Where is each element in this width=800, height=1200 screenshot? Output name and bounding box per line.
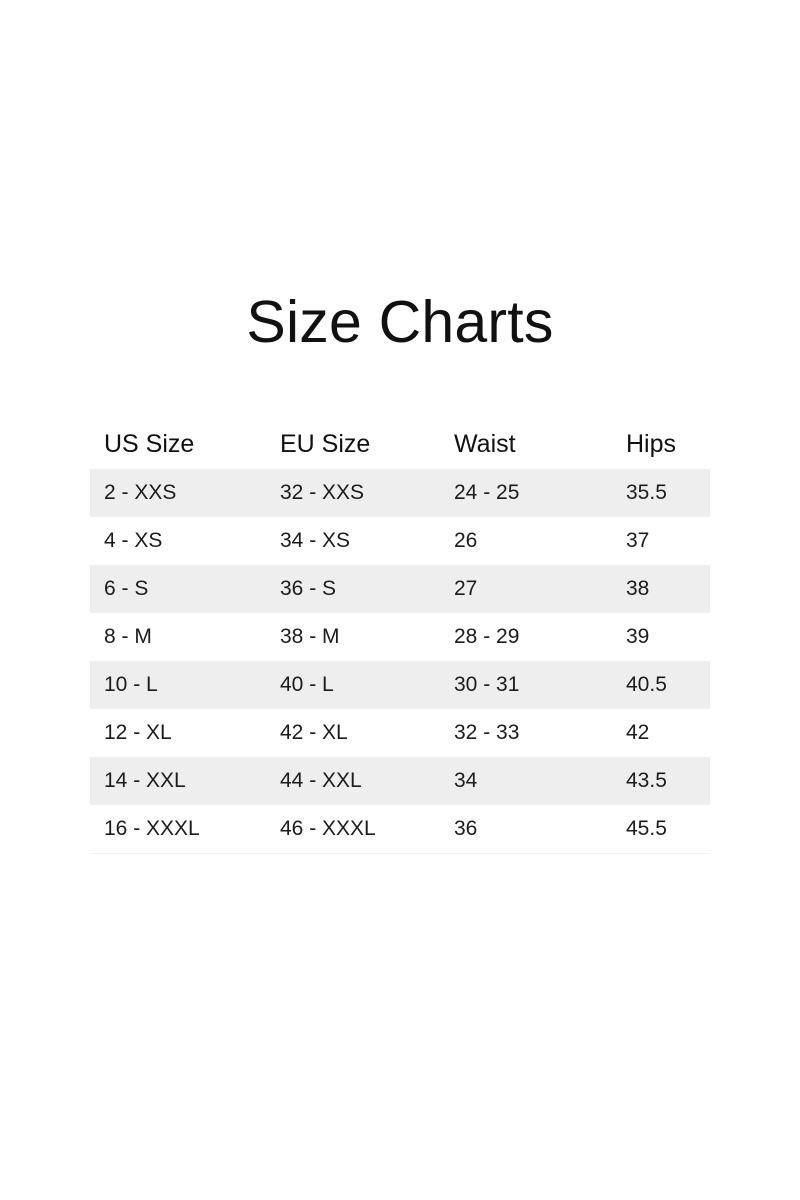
cell-eu-size: 42 - XL [266, 709, 440, 757]
column-header-eu-size: EU Size [266, 420, 440, 469]
cell-waist: 36 [440, 805, 612, 854]
cell-hips: 40.5 [612, 661, 710, 709]
cell-waist: 34 [440, 757, 612, 805]
table-row: 6 - S 36 - S 27 38 [90, 565, 710, 613]
table-row: 14 - XXL 44 - XXL 34 43.5 [90, 757, 710, 805]
cell-eu-size: 36 - S [266, 565, 440, 613]
cell-waist: 24 - 25 [440, 469, 612, 517]
cell-hips: 37 [612, 517, 710, 565]
column-header-waist: Waist [440, 420, 612, 469]
table-header-row: US Size EU Size Waist Hips [90, 420, 710, 469]
table-row: 8 - M 38 - M 28 - 29 39 [90, 613, 710, 661]
cell-waist: 27 [440, 565, 612, 613]
cell-us-size: 16 - XXXL [90, 805, 266, 854]
cell-waist: 26 [440, 517, 612, 565]
size-chart-table-container: US Size EU Size Waist Hips 2 - XXS 32 - … [90, 420, 710, 854]
cell-us-size: 12 - XL [90, 709, 266, 757]
cell-hips: 42 [612, 709, 710, 757]
cell-us-size: 6 - S [90, 565, 266, 613]
table-header: US Size EU Size Waist Hips [90, 420, 710, 469]
table-row: 10 - L 40 - L 30 - 31 40.5 [90, 661, 710, 709]
size-chart-table: US Size EU Size Waist Hips 2 - XXS 32 - … [90, 420, 710, 854]
table-row: 2 - XXS 32 - XXS 24 - 25 35.5 [90, 469, 710, 517]
cell-waist: 30 - 31 [440, 661, 612, 709]
cell-hips: 35.5 [612, 469, 710, 517]
cell-eu-size: 38 - M [266, 613, 440, 661]
cell-eu-size: 46 - XXXL [266, 805, 440, 854]
cell-hips: 45.5 [612, 805, 710, 854]
table-row: 4 - XS 34 - XS 26 37 [90, 517, 710, 565]
table-row: 16 - XXXL 46 - XXXL 36 45.5 [90, 805, 710, 854]
cell-eu-size: 32 - XXS [266, 469, 440, 517]
cell-us-size: 8 - M [90, 613, 266, 661]
cell-hips: 38 [612, 565, 710, 613]
table-row: 12 - XL 42 - XL 32 - 33 42 [90, 709, 710, 757]
cell-us-size: 10 - L [90, 661, 266, 709]
cell-eu-size: 44 - XXL [266, 757, 440, 805]
cell-us-size: 4 - XS [90, 517, 266, 565]
cell-waist: 28 - 29 [440, 613, 612, 661]
cell-hips: 43.5 [612, 757, 710, 805]
page-title: Size Charts [246, 289, 554, 355]
column-header-hips: Hips [612, 420, 710, 469]
cell-eu-size: 40 - L [266, 661, 440, 709]
table-body: 2 - XXS 32 - XXS 24 - 25 35.5 4 - XS 34 … [90, 469, 710, 854]
cell-eu-size: 34 - XS [266, 517, 440, 565]
column-header-us-size: US Size [90, 420, 266, 469]
cell-waist: 32 - 33 [440, 709, 612, 757]
cell-hips: 39 [612, 613, 710, 661]
cell-us-size: 14 - XXL [90, 757, 266, 805]
cell-us-size: 2 - XXS [90, 469, 266, 517]
